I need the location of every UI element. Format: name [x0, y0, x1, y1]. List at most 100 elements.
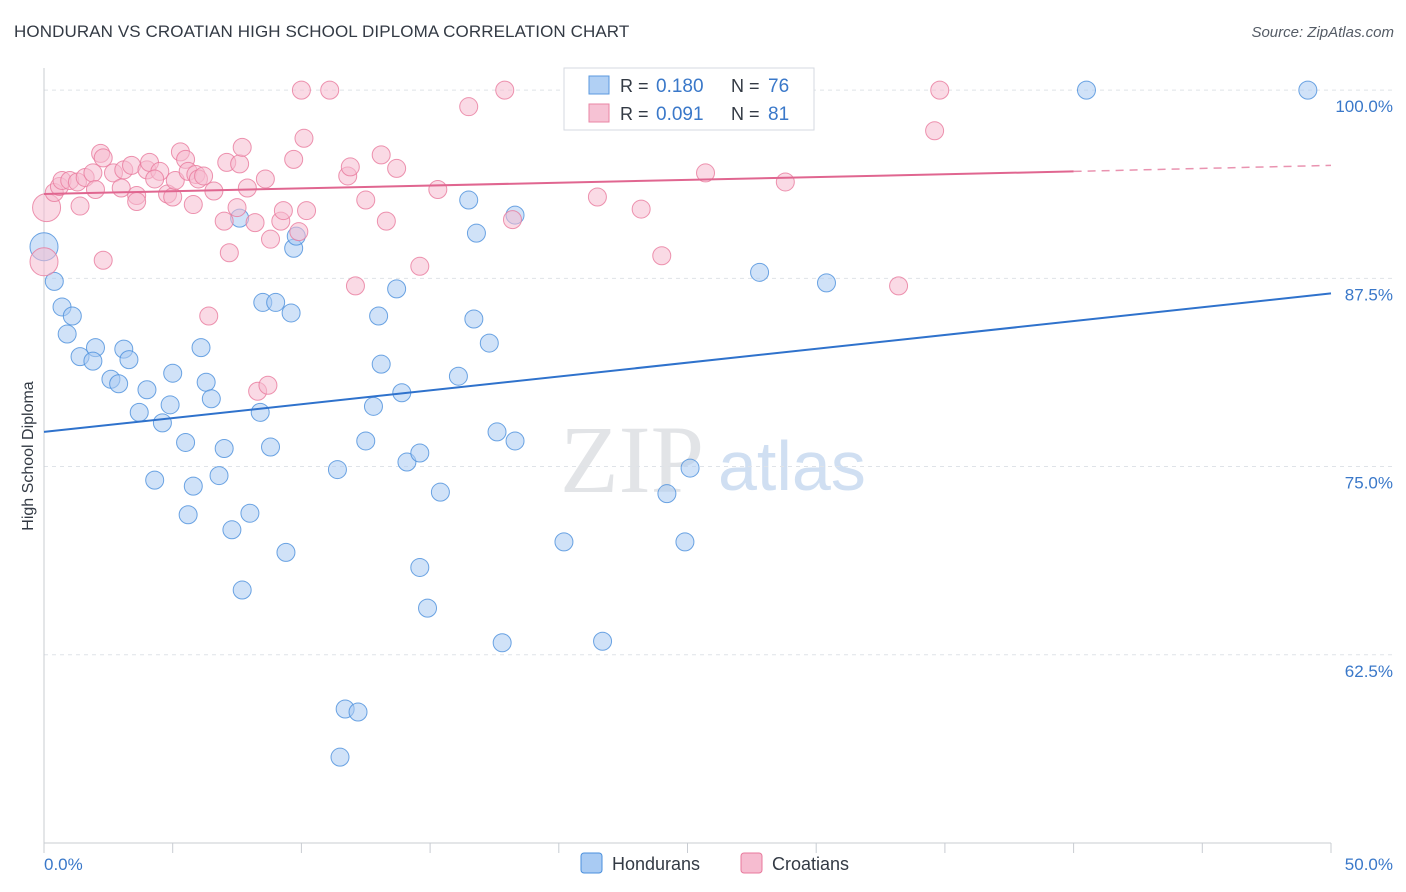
croatian-point-10: [85, 179, 105, 199]
hondurans-trend-line: [43, 292, 1332, 433]
grid-lines: [44, 89, 1393, 656]
honduran-point-38: [327, 460, 347, 480]
croatian-point-46: [258, 375, 278, 395]
honduran-point-20: [201, 389, 221, 409]
honduran-point-67: [750, 262, 770, 282]
croatian-point-42: [237, 178, 257, 198]
honduran-point-17: [176, 432, 196, 452]
croatian-point-11: [93, 250, 113, 270]
croatian-point-71: [696, 163, 716, 183]
croatian-point-65: [459, 97, 479, 117]
honduran-point-13: [163, 363, 183, 383]
croatian-point-31: [183, 195, 203, 215]
y-tick-labels: 62.5% 75.0% 87.5% 100.0%: [1335, 97, 1393, 681]
honduran-point-19: [196, 372, 216, 392]
y-tick-label-2: 87.5%: [1345, 285, 1393, 304]
croatian-point-53: [297, 201, 317, 221]
y-tick-label-3: 100.0%: [1335, 97, 1393, 116]
honduran-point-51: [430, 482, 450, 502]
legend-r-value-croatians: 0.091: [656, 104, 704, 125]
honduran-point-4: [57, 324, 77, 344]
x-ticks: [43, 843, 1332, 853]
croatians-trend-extension: [1073, 164, 1332, 173]
croatian-point-58: [345, 276, 365, 296]
croatian-point-40: [230, 154, 250, 174]
honduran-point-46: [371, 354, 391, 374]
source-label: Source: ZipAtlas.com: [1251, 24, 1394, 41]
legend-r-label-hondurans: R =: [620, 76, 649, 96]
legend-swatch-hondurans: [588, 75, 610, 95]
croatian-point-63: [410, 256, 430, 276]
series-legend: Hondurans Croatians: [580, 852, 849, 874]
croatian-point-60: [371, 145, 391, 165]
honduran-point-64: [657, 484, 677, 504]
honduran-point-50: [410, 557, 430, 577]
hondurans-points: [29, 80, 1318, 767]
honduran-point-12: [137, 380, 157, 400]
croatian-point-41: [232, 137, 252, 157]
croatian-point-68: [587, 187, 607, 207]
honduran-point-25: [178, 505, 198, 525]
honduran-point-70: [1076, 80, 1096, 100]
honduran-point-26: [222, 520, 242, 540]
croatian-point-43: [245, 213, 265, 233]
croatian-point-45: [255, 169, 275, 189]
croatian-point-52: [294, 128, 314, 148]
y-tick-label-1: 75.0%: [1345, 474, 1393, 493]
croatian-point-72: [775, 172, 795, 192]
legend-r-label-croatians: R =: [620, 104, 649, 124]
legend-r-value-hondurans: 0.180: [656, 76, 704, 97]
croatian-point-39: [227, 198, 247, 218]
honduran-point-62: [554, 532, 574, 552]
legend-n-label-croatians: N =: [731, 104, 760, 124]
honduran-point-22: [145, 470, 165, 490]
honduran-point-28: [250, 402, 270, 422]
legend-n-value-croatians: 81: [768, 104, 789, 125]
honduran-point-11: [109, 374, 129, 394]
croatian-point-7: [70, 196, 90, 216]
honduran-point-23: [183, 476, 203, 496]
croatian-point-26: [165, 170, 185, 190]
honduran-point-41: [330, 747, 350, 767]
croatian-point-34: [199, 306, 219, 326]
croatians-trend-line: [43, 170, 1074, 196]
honduran-point-49: [410, 443, 430, 463]
croatian-point-13: [93, 148, 113, 168]
croatian-point-33: [194, 166, 214, 186]
honduran-point-27: [240, 503, 260, 523]
croatian-point-64: [428, 179, 448, 199]
bottom-legend-swatch-hondurans: [580, 852, 603, 874]
honduran-point-58: [487, 422, 507, 442]
honduran-point-71: [1298, 80, 1318, 100]
y-axis-label: High School Diploma: [20, 381, 37, 531]
honduran-point-60: [492, 633, 512, 653]
honduran-point-43: [387, 279, 407, 299]
croatian-point-70: [652, 246, 672, 266]
honduran-point-56: [479, 333, 499, 353]
croatian-point-62: [387, 158, 407, 178]
croatian-point-75: [925, 121, 945, 141]
honduran-point-29: [261, 437, 281, 457]
honduran-point-55: [464, 309, 484, 329]
bottom-legend-label-croatians: Croatians: [772, 854, 849, 874]
honduran-point-31: [266, 292, 286, 312]
bottom-legend-swatch-croatians: [740, 852, 763, 874]
x-tick-label-min: 0.0%: [44, 855, 83, 874]
legend-n-value-hondurans: 76: [768, 76, 789, 97]
honduran-point-33: [276, 542, 296, 562]
watermark-atlas: atlas: [718, 427, 866, 505]
honduran-point-54: [466, 223, 486, 243]
croatian-point-0: [29, 247, 59, 277]
croatian-point-61: [376, 211, 396, 231]
croatian-point-57: [340, 157, 360, 177]
croatian-point-66: [502, 210, 522, 230]
honduran-point-66: [680, 458, 700, 478]
honduran-point-34: [232, 580, 252, 600]
honduran-point-44: [356, 431, 376, 451]
croatian-point-59: [356, 190, 376, 210]
croatian-point-23: [145, 169, 165, 189]
croatian-point-38: [219, 243, 239, 263]
honduran-point-42: [369, 306, 389, 326]
croatian-point-67: [495, 80, 515, 100]
